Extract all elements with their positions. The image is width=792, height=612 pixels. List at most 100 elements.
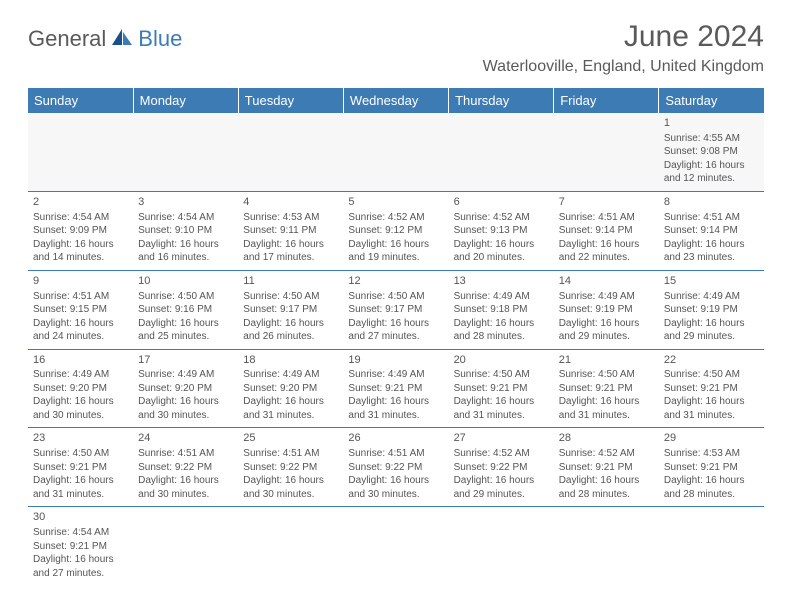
- daylight-line: Daylight: 16 hours and 24 minutes.: [33, 317, 128, 344]
- sail-icon: [110, 27, 134, 52]
- sunrise-line: Sunrise: 4:54 AM: [33, 211, 128, 225]
- sunset-line: Sunset: 9:21 PM: [33, 461, 128, 475]
- calendar-cell: [133, 113, 238, 191]
- day-number: 3: [138, 195, 233, 210]
- sunset-line: Sunset: 9:22 PM: [348, 461, 443, 475]
- sunset-line: Sunset: 9:16 PM: [138, 303, 233, 317]
- calendar-cell: 12Sunrise: 4:50 AMSunset: 9:17 PMDayligh…: [343, 270, 448, 349]
- sunset-line: Sunset: 9:20 PM: [138, 382, 233, 396]
- calendar-body: 1Sunrise: 4:55 AMSunset: 9:08 PMDaylight…: [28, 113, 764, 585]
- sunrise-line: Sunrise: 4:50 AM: [454, 368, 549, 382]
- sunrise-line: Sunrise: 4:49 AM: [138, 368, 233, 382]
- calendar-cell: 29Sunrise: 4:53 AMSunset: 9:21 PMDayligh…: [659, 428, 764, 507]
- sunset-line: Sunset: 9:08 PM: [664, 145, 759, 159]
- calendar-cell: 17Sunrise: 4:49 AMSunset: 9:20 PMDayligh…: [133, 349, 238, 428]
- sunrise-line: Sunrise: 4:50 AM: [559, 368, 654, 382]
- day-number: 30: [33, 510, 128, 525]
- day-header: Monday: [133, 88, 238, 113]
- sunset-line: Sunset: 9:09 PM: [33, 224, 128, 238]
- daylight-line: Daylight: 16 hours and 31 minutes.: [243, 395, 338, 422]
- daylight-line: Daylight: 16 hours and 31 minutes.: [664, 395, 759, 422]
- daylight-line: Daylight: 16 hours and 27 minutes.: [33, 553, 128, 580]
- day-number: 14: [559, 274, 654, 289]
- daylight-line: Daylight: 16 hours and 30 minutes.: [33, 395, 128, 422]
- day-number: 12: [348, 274, 443, 289]
- calendar-cell: 21Sunrise: 4:50 AMSunset: 9:21 PMDayligh…: [554, 349, 659, 428]
- calendar-cell: [449, 507, 554, 585]
- calendar-cell: 19Sunrise: 4:49 AMSunset: 9:21 PMDayligh…: [343, 349, 448, 428]
- month-title: June 2024: [483, 20, 764, 54]
- daylight-line: Daylight: 16 hours and 12 minutes.: [664, 159, 759, 186]
- daylight-line: Daylight: 16 hours and 30 minutes.: [348, 474, 443, 501]
- sunrise-line: Sunrise: 4:55 AM: [664, 132, 759, 146]
- calendar-cell: 13Sunrise: 4:49 AMSunset: 9:18 PMDayligh…: [449, 270, 554, 349]
- day-number: 8: [664, 195, 759, 210]
- location-text: Waterlooville, England, United Kingdom: [483, 58, 764, 76]
- sunset-line: Sunset: 9:14 PM: [559, 224, 654, 238]
- sunrise-line: Sunrise: 4:53 AM: [664, 447, 759, 461]
- calendar-cell: 16Sunrise: 4:49 AMSunset: 9:20 PMDayligh…: [28, 349, 133, 428]
- sunrise-line: Sunrise: 4:52 AM: [559, 447, 654, 461]
- sunset-line: Sunset: 9:17 PM: [243, 303, 338, 317]
- calendar-cell: 6Sunrise: 4:52 AMSunset: 9:13 PMDaylight…: [449, 191, 554, 270]
- daylight-line: Daylight: 16 hours and 31 minutes.: [559, 395, 654, 422]
- sunset-line: Sunset: 9:21 PM: [559, 461, 654, 475]
- sunrise-line: Sunrise: 4:50 AM: [348, 290, 443, 304]
- sunset-line: Sunset: 9:13 PM: [454, 224, 549, 238]
- sunset-line: Sunset: 9:22 PM: [138, 461, 233, 475]
- day-number: 23: [33, 431, 128, 446]
- day-number: 11: [243, 274, 338, 289]
- sunrise-line: Sunrise: 4:51 AM: [559, 211, 654, 225]
- calendar-cell: 11Sunrise: 4:50 AMSunset: 9:17 PMDayligh…: [238, 270, 343, 349]
- sunset-line: Sunset: 9:22 PM: [454, 461, 549, 475]
- daylight-line: Daylight: 16 hours and 25 minutes.: [138, 317, 233, 344]
- daylight-line: Daylight: 16 hours and 29 minutes.: [664, 317, 759, 344]
- logo-text-blue: Blue: [138, 26, 182, 52]
- day-number: 25: [243, 431, 338, 446]
- sunset-line: Sunset: 9:14 PM: [664, 224, 759, 238]
- daylight-line: Daylight: 16 hours and 30 minutes.: [138, 474, 233, 501]
- sunset-line: Sunset: 9:20 PM: [33, 382, 128, 396]
- daylight-line: Daylight: 16 hours and 27 minutes.: [348, 317, 443, 344]
- day-number: 7: [559, 195, 654, 210]
- day-number: 1: [664, 116, 759, 131]
- sunrise-line: Sunrise: 4:49 AM: [348, 368, 443, 382]
- daylight-line: Daylight: 16 hours and 22 minutes.: [559, 238, 654, 265]
- daylight-line: Daylight: 16 hours and 29 minutes.: [559, 317, 654, 344]
- calendar-cell: [133, 507, 238, 585]
- sunset-line: Sunset: 9:19 PM: [559, 303, 654, 317]
- calendar-cell: 18Sunrise: 4:49 AMSunset: 9:20 PMDayligh…: [238, 349, 343, 428]
- sunset-line: Sunset: 9:21 PM: [348, 382, 443, 396]
- sunset-line: Sunset: 9:11 PM: [243, 224, 338, 238]
- sunrise-line: Sunrise: 4:49 AM: [33, 368, 128, 382]
- day-number: 17: [138, 353, 233, 368]
- calendar-cell: 5Sunrise: 4:52 AMSunset: 9:12 PMDaylight…: [343, 191, 448, 270]
- day-number: 20: [454, 353, 549, 368]
- sunrise-line: Sunrise: 4:49 AM: [664, 290, 759, 304]
- calendar-cell: [554, 507, 659, 585]
- day-number: 6: [454, 195, 549, 210]
- sunset-line: Sunset: 9:19 PM: [664, 303, 759, 317]
- daylight-line: Daylight: 16 hours and 29 minutes.: [454, 474, 549, 501]
- calendar-cell: [238, 507, 343, 585]
- sunrise-line: Sunrise: 4:50 AM: [138, 290, 233, 304]
- day-number: 4: [243, 195, 338, 210]
- calendar-cell: 2Sunrise: 4:54 AMSunset: 9:09 PMDaylight…: [28, 191, 133, 270]
- daylight-line: Daylight: 16 hours and 26 minutes.: [243, 317, 338, 344]
- calendar-week-row: 16Sunrise: 4:49 AMSunset: 9:20 PMDayligh…: [28, 349, 764, 428]
- daylight-line: Daylight: 16 hours and 16 minutes.: [138, 238, 233, 265]
- header: General Blue June 2024 Waterlooville, En…: [28, 20, 764, 76]
- calendar-cell: 22Sunrise: 4:50 AMSunset: 9:21 PMDayligh…: [659, 349, 764, 428]
- day-number: 9: [33, 274, 128, 289]
- sunset-line: Sunset: 9:21 PM: [559, 382, 654, 396]
- day-number: 28: [559, 431, 654, 446]
- day-number: 16: [33, 353, 128, 368]
- calendar-cell: [343, 113, 448, 191]
- calendar-cell: 4Sunrise: 4:53 AMSunset: 9:11 PMDaylight…: [238, 191, 343, 270]
- sunrise-line: Sunrise: 4:52 AM: [454, 447, 549, 461]
- calendar-cell: 23Sunrise: 4:50 AMSunset: 9:21 PMDayligh…: [28, 428, 133, 507]
- sunset-line: Sunset: 9:21 PM: [664, 461, 759, 475]
- daylight-line: Daylight: 16 hours and 28 minutes.: [454, 317, 549, 344]
- calendar-week-row: 1Sunrise: 4:55 AMSunset: 9:08 PMDaylight…: [28, 113, 764, 191]
- calendar-cell: 8Sunrise: 4:51 AMSunset: 9:14 PMDaylight…: [659, 191, 764, 270]
